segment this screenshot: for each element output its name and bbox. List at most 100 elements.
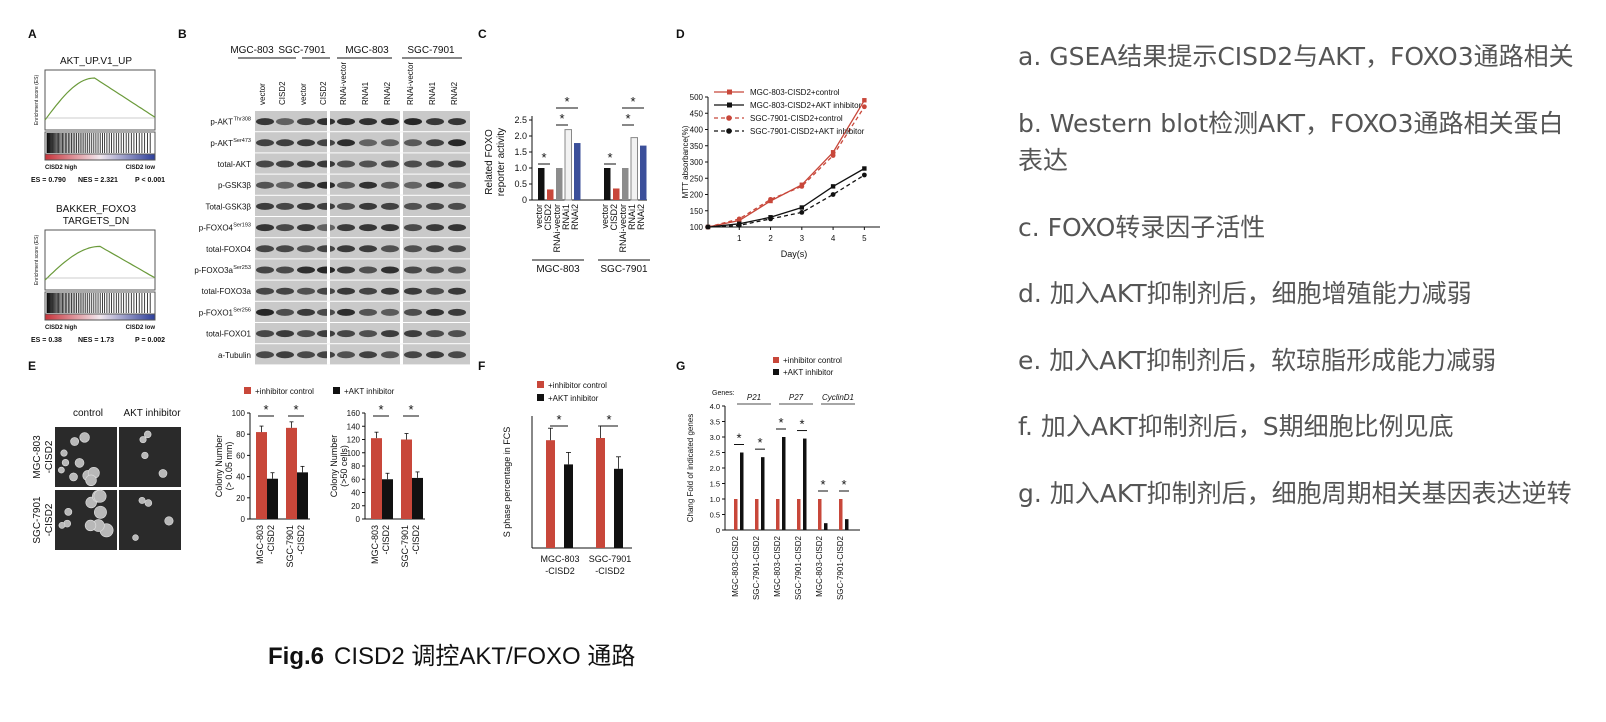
d-point <box>830 150 836 155</box>
e-colony <box>60 449 68 457</box>
e1-x-label: MGC-803 <box>255 525 265 564</box>
blot-band <box>404 118 422 126</box>
e2-y-label: (>50 cells) <box>339 445 349 487</box>
g-legend-label: +AKT inhibitor <box>783 368 834 377</box>
g-bar <box>776 499 780 530</box>
blot-band <box>317 139 335 147</box>
e2-bar <box>412 477 423 519</box>
blot-band <box>337 266 355 274</box>
blot-band <box>359 245 377 253</box>
f-y-label: S phase percentage in FCS <box>502 427 512 538</box>
panel-g-letter: G <box>676 359 685 373</box>
note-c: c. FOXO转录因子活性 <box>1018 212 1266 242</box>
e-colony <box>74 458 85 468</box>
e-colony <box>158 469 168 478</box>
d-point <box>830 153 836 158</box>
g-legend-label: +inhibitor control <box>783 356 842 365</box>
gsea-foxo3-title: BAKKER_FOXO3 <box>56 204 136 215</box>
gsea-akt-es-curve <box>44 77 156 121</box>
e-colony <box>58 466 65 474</box>
e1-y-label: (> 0.05 mm) <box>224 442 234 491</box>
blot-row-sup: Ser473 <box>233 138 251 144</box>
e1-y-tick-label: 60 <box>236 451 245 460</box>
g-bar <box>755 499 759 530</box>
f-x-label: MGC-803 <box>540 554 579 564</box>
e2-x-label: MGC-803 <box>370 525 380 564</box>
blot-band <box>404 330 422 338</box>
blot-band <box>256 224 274 232</box>
c-y-tick-label: 1.0 <box>514 163 527 173</box>
g-sig-star: * <box>820 477 825 492</box>
blot-band <box>381 308 399 316</box>
blot-band <box>448 202 466 210</box>
blot-band <box>297 330 315 338</box>
e2-y-tick-label: 120 <box>347 436 361 445</box>
blot-band <box>276 351 294 359</box>
blot-band <box>276 224 294 232</box>
e2-bar <box>401 439 412 519</box>
c-category-label: vector <box>534 204 544 229</box>
d-y-tick-label: 400 <box>690 126 704 135</box>
g-x-label: SGC-7901-CISD2 <box>794 535 803 600</box>
note-g: g. 加入AKT抑制剂后，细胞周期相关基因表达逆转 <box>1018 478 1572 508</box>
e-colony <box>144 499 153 507</box>
blot-band <box>381 160 399 168</box>
blot-row-label: p-FOXO3a <box>194 266 233 275</box>
e1-x-label: -CISD2 <box>266 525 276 555</box>
g-gene-label: CyclinD1 <box>822 393 854 402</box>
note-a: a. GSEA结果提示CISD2与AKT，FOXO3通路相关 <box>1018 42 1574 71</box>
g-sig-star: * <box>778 415 783 430</box>
e2-y-tick-label: 60 <box>351 475 360 484</box>
panel-a-letter: A <box>28 27 37 41</box>
blot-band <box>381 351 399 359</box>
c-sig-star: * <box>625 111 630 126</box>
blot-band <box>359 330 377 338</box>
blot-row-label: total-FOXO3a <box>202 287 252 296</box>
c-bar <box>574 143 581 200</box>
e1-bar <box>256 432 267 519</box>
d-x-tick-label: 3 <box>800 234 805 243</box>
blot-band <box>276 118 294 126</box>
d-y-tick-label: 350 <box>690 142 704 151</box>
f-x-label: -CISD2 <box>595 566 625 576</box>
blot-divider <box>327 301 330 322</box>
blot-divider <box>327 111 330 132</box>
e-row-label: -CISD2 <box>44 440 55 473</box>
d-point <box>830 192 836 197</box>
blot-divider <box>327 195 330 216</box>
d-point <box>799 205 805 210</box>
blot-band <box>317 245 335 253</box>
e2-y-tick-label: 20 <box>351 502 360 511</box>
blot-band <box>256 330 274 338</box>
d-point <box>768 216 773 222</box>
blot-divider <box>400 111 403 132</box>
e-colony <box>61 458 70 467</box>
blot-band <box>297 181 315 189</box>
d-legend-label: MGC-803-CISD2+control <box>750 88 840 97</box>
d-legend-marker <box>726 115 732 121</box>
g-bar <box>818 499 822 530</box>
blot-band <box>359 139 377 147</box>
d-point <box>705 224 711 230</box>
c-bar <box>547 189 554 200</box>
e1-y-tick-label: 0 <box>241 515 246 524</box>
d-legend-marker <box>727 102 732 108</box>
blot-row-label: a-Tubulin <box>218 351 251 360</box>
gsea-foxo3-p-value: P = 0.002 <box>135 337 165 344</box>
blot-band <box>426 287 444 295</box>
blot-divider <box>400 280 403 301</box>
e2-y-tick-label: 0 <box>356 515 361 524</box>
e-colony <box>164 516 174 526</box>
c-category-label: CISD2 <box>543 204 553 231</box>
blot-band <box>404 139 422 147</box>
e-colony <box>141 451 149 460</box>
f-legend-label: +AKT inhibitor <box>548 394 599 403</box>
d-x-tick-label: 1 <box>737 234 742 243</box>
notes-list: a. GSEA结果提示CISD2与AKT，FOXO3通路相关 b. Wester… <box>1018 38 1588 541</box>
c-bar <box>640 145 647 200</box>
e1-y-tick-label: 40 <box>236 473 245 482</box>
blot-band <box>317 287 335 295</box>
c-y-label: reporter activity <box>496 128 507 196</box>
c-category-label: RNAi2 <box>636 204 646 230</box>
blot-divider <box>400 132 403 153</box>
